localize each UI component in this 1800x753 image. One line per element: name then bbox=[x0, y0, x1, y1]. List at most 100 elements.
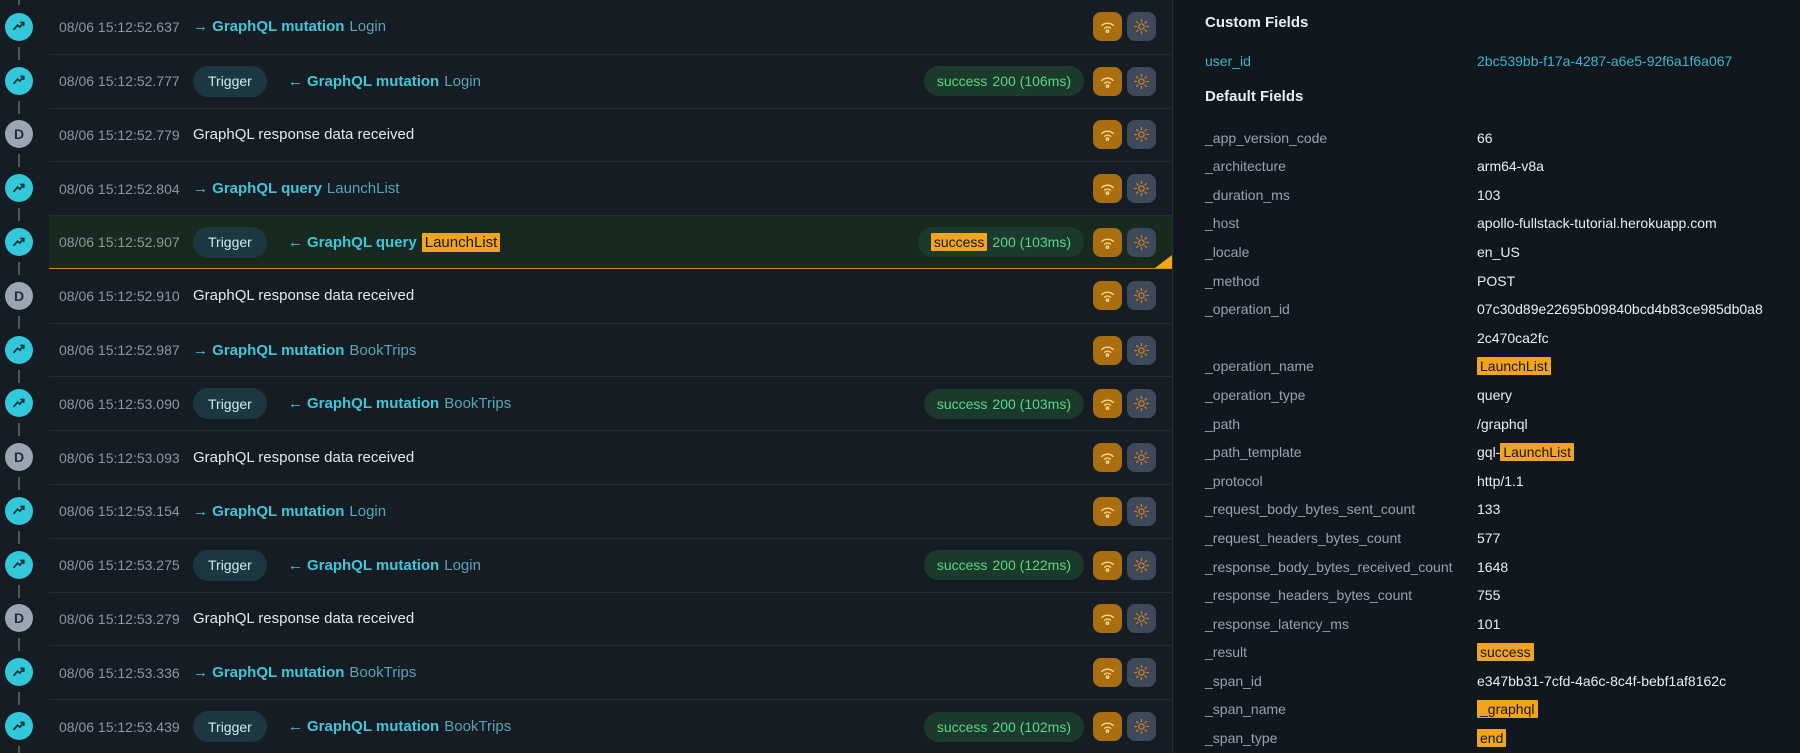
field-label: _path_template bbox=[1205, 444, 1302, 461]
status-badge: success 200 (102ms) bbox=[923, 711, 1084, 742]
trigger-badge: Trigger bbox=[193, 549, 267, 581]
network-request-button[interactable] bbox=[1093, 335, 1122, 365]
log-row[interactable]: 08/06 15:12:52.777 Trigger ← GraphQL mut… bbox=[0, 53, 1172, 114]
network-request-button[interactable] bbox=[1093, 496, 1122, 526]
log-row[interactable]: D 08/06 15:12:52.910 GraphQL response da… bbox=[0, 269, 1172, 329]
network-request-button[interactable] bbox=[1093, 120, 1122, 150]
wifi-icon bbox=[1101, 130, 1114, 142]
log-row[interactable]: D 08/06 15:12:52.779 GraphQL response da… bbox=[0, 107, 1172, 168]
span-settings-button[interactable] bbox=[1127, 335, 1156, 365]
span-settings-button[interactable] bbox=[1127, 227, 1156, 257]
network-request-button[interactable] bbox=[1093, 712, 1122, 742]
field-label[interactable]: user_id bbox=[1205, 53, 1251, 69]
field-row: user_id 2bc539bb-f17a-4287-a6e5-92f6a1f6… bbox=[1205, 47, 1800, 76]
field-label: _protocol bbox=[1205, 472, 1263, 489]
network-request-button[interactable] bbox=[1093, 66, 1122, 96]
network-request-button[interactable] bbox=[1093, 389, 1122, 419]
log-row[interactable]: 08/06 15:12:52.804 → GraphQL query Launch… bbox=[0, 161, 1172, 222]
span-settings-button[interactable] bbox=[1127, 281, 1156, 311]
log-row[interactable]: 08/06 15:12:52.637 → GraphQL mutation Log… bbox=[0, 0, 1172, 60]
field-label: _operation_type bbox=[1205, 386, 1306, 403]
field-row: _path_template gql- LaunchList bbox=[1205, 438, 1800, 467]
value-segment: http/1.1 bbox=[1477, 472, 1524, 489]
log-row[interactable]: 08/06 15:12:53.439 Trigger ← GraphQL mut… bbox=[0, 699, 1172, 753]
log-row[interactable]: D 08/06 15:12:53.279 GraphQL response da… bbox=[0, 591, 1172, 652]
timeline-connector-icon bbox=[18, 46, 20, 60]
sun-icon bbox=[1133, 181, 1150, 197]
network-request-button[interactable] bbox=[1093, 658, 1122, 688]
log-row[interactable]: 08/06 15:12:53.275 Trigger ← GraphQL mut… bbox=[0, 537, 1172, 598]
span-settings-button[interactable] bbox=[1127, 604, 1156, 634]
log-row[interactable]: 08/06 15:12:53.336 → GraphQL mutation Boo… bbox=[0, 645, 1172, 706]
span-settings-button[interactable] bbox=[1127, 443, 1156, 473]
value-segment: query bbox=[1477, 386, 1513, 403]
event-title: ← GraphQL mutation Login bbox=[287, 72, 481, 90]
log-row[interactable]: 08/06 15:12:52.907 Trigger ← GraphQL que… bbox=[0, 215, 1172, 276]
network-request-button[interactable] bbox=[1093, 227, 1122, 257]
field-label: _result bbox=[1205, 644, 1248, 661]
wifi-icon bbox=[1101, 238, 1114, 249]
timeline-connector-icon bbox=[18, 692, 20, 706]
log-row[interactable]: 08/06 15:12:53.154 → GraphQL mutation Log… bbox=[0, 484, 1172, 544]
event-title: → GraphQL mutation BookTrips bbox=[193, 664, 417, 682]
field-label: _response_latency_ms bbox=[1205, 615, 1349, 632]
field-row: _span_type end bbox=[1205, 724, 1800, 753]
value-segment: POST bbox=[1477, 272, 1516, 289]
span-settings-button[interactable] bbox=[1127, 66, 1156, 96]
timestamp: 08/06 15:12:53.090 bbox=[59, 395, 180, 412]
field-value: 66 bbox=[1477, 124, 1493, 153]
field-label: _app_version_code bbox=[1205, 129, 1328, 146]
sun-icon bbox=[1133, 234, 1150, 250]
span-settings-button[interactable] bbox=[1127, 658, 1156, 688]
sun-icon bbox=[1133, 19, 1150, 35]
timeline-connector-icon bbox=[18, 100, 20, 114]
field-value: end bbox=[1477, 724, 1507, 753]
trigger-badge: Trigger bbox=[193, 65, 267, 97]
network-request-button[interactable] bbox=[1093, 443, 1122, 473]
network-request-button[interactable] bbox=[1093, 604, 1122, 634]
wifi-icon bbox=[1101, 22, 1114, 34]
span-settings-button[interactable] bbox=[1127, 550, 1156, 580]
field-value: 101 bbox=[1477, 610, 1500, 639]
span-settings-button[interactable] bbox=[1127, 389, 1156, 419]
sun-icon bbox=[1133, 503, 1150, 520]
field-row: _operation_id 07c30d89e22695b09840bcd4b8… bbox=[1205, 295, 1800, 352]
field-value: gql- LaunchList bbox=[1477, 438, 1575, 467]
span-settings-button[interactable] bbox=[1127, 120, 1156, 150]
field-row: _app_version_code 66 bbox=[1205, 124, 1800, 153]
span-settings-button[interactable] bbox=[1127, 174, 1156, 204]
span-settings-button[interactable] bbox=[1127, 712, 1156, 742]
log-row[interactable]: D 08/06 15:12:53.093 GraphQL response da… bbox=[0, 430, 1172, 491]
field-row: _host apollo-fullstack-tutorial.herokuap… bbox=[1205, 209, 1800, 238]
field-value: 577 bbox=[1477, 524, 1500, 553]
field-label: _host bbox=[1205, 215, 1240, 232]
trigger-badge: Trigger bbox=[193, 711, 267, 743]
wifi-icon bbox=[1101, 453, 1114, 465]
value-segment: /graphql bbox=[1477, 415, 1528, 432]
field-value: /graphql bbox=[1477, 410, 1528, 439]
field-label: _request_headers_bytes_count bbox=[1205, 529, 1402, 546]
log-row[interactable]: 08/06 15:12:52.987 → GraphQL mutation Boo… bbox=[0, 322, 1172, 383]
event-text: GraphQL response data received bbox=[193, 449, 415, 467]
event-text: GraphQL response data received bbox=[193, 610, 415, 628]
network-request-button[interactable] bbox=[1093, 281, 1122, 311]
field-value: 07c30d89e22695b09840bcd4b83ce985db0a8 2c… bbox=[1477, 295, 1763, 352]
wifi-icon bbox=[1101, 346, 1114, 357]
network-span-icon bbox=[5, 550, 33, 579]
network-request-button[interactable] bbox=[1093, 12, 1122, 42]
value-segment: 101 bbox=[1477, 615, 1501, 632]
log-row[interactable]: 08/06 15:12:53.090 Trigger ← GraphQL mut… bbox=[0, 376, 1172, 437]
field-row: _request_body_bytes_sent_count 133 bbox=[1205, 495, 1800, 524]
network-span-icon bbox=[5, 389, 33, 418]
field-value[interactable]: 2bc539bb-f17a-4287-a6e5-92f6a1f6a067 bbox=[1477, 47, 1732, 76]
field-row: _path /graphql bbox=[1205, 410, 1800, 439]
timestamp: 08/06 15:12:53.275 bbox=[59, 557, 180, 574]
network-request-button[interactable] bbox=[1093, 174, 1122, 204]
network-request-button[interactable] bbox=[1093, 550, 1122, 580]
timestamp: 08/06 15:12:52.637 bbox=[59, 18, 180, 35]
span-settings-button[interactable] bbox=[1127, 496, 1156, 526]
span-settings-button[interactable] bbox=[1127, 12, 1156, 42]
wifi-icon bbox=[1101, 507, 1114, 518]
timeline-connector-icon bbox=[18, 638, 20, 652]
highlighted-value-segment: success bbox=[1477, 643, 1534, 662]
